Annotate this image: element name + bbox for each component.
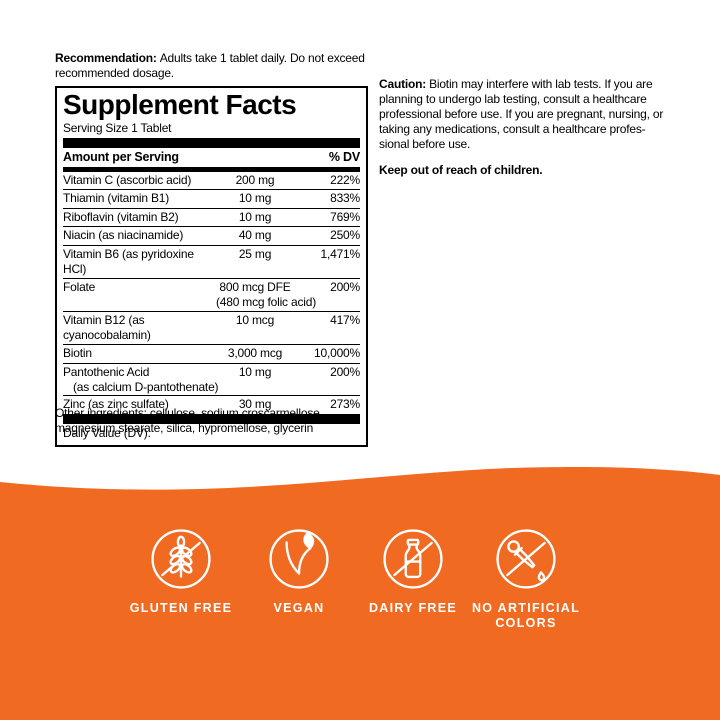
nutrient-daily-value: 833% [330,191,360,206]
nutrient-amount: 40 mg [238,228,272,243]
nutrient-name: Thiamin (vitamin B1) [63,191,170,206]
badge-label: DAIRY FREE [368,601,457,615]
nutrient-name-note: (as calcium D-pantothenate) [73,379,219,394]
badge-label: NO ARTIFICIAL COLORS [471,601,581,630]
table-row: Folate 800 mcg DFE 200% (480 mcg folic a… [63,279,360,312]
supplement-facts-title: Supplement Facts [63,89,297,120]
nutrient-name: Zinc (as zinc sulfate) [63,397,169,412]
nutrient-amount: 800 mcg DFE [219,280,291,295]
table-row: Vitamin B12 (as cyanocobalamin) 10 mcg 4… [63,312,360,346]
divider-thick-bar [63,137,360,148]
nutrient-daily-value: 200% [330,280,360,295]
nutrient-amount: 10 mcg [235,312,275,327]
supplement-facts-panel: Supplement Facts Serving Size 1 Tablet A… [55,86,368,448]
table-column-headers: Amount per Serving % DV [63,148,360,167]
nutrient-name: Niacin (as niacinamide) [63,228,184,243]
nutrient-daily-value: 222% [330,172,360,187]
dairy-free-icon [383,529,443,589]
nutrient-daily-value: 1,471% [320,246,361,261]
nutrient-daily-value: 769% [330,209,360,224]
gluten-free-icon [151,529,211,589]
nutrient-amount: 10 mg [238,364,272,379]
badge-dairy-free: DAIRY FREE [351,528,475,616]
nutrient-daily-value: 200% [330,364,360,379]
nutrient-table: Vitamin C (ascorbic acid) 200 mg 222% Th… [63,172,360,414]
badge-gluten-free: GLUTEN FREE [119,528,243,616]
nutrient-name: Vitamin B12 (as cyanocobalamin) [63,312,151,342]
nutrient-amount: 200 mg [235,172,275,187]
nutrient-amount: 3,000 mcg [227,346,283,361]
recommendation-line-2: recommended dosage. [55,66,174,80]
recommendation-text: Recommendation: Adults take 1 tablet dail… [55,51,385,81]
table-row: Zinc (as zinc sulfate) 30 mg 273% [63,396,360,414]
nutrient-amount: 10 mg [238,191,272,206]
table-row: Biotin 3,000 mcg 10,000% [63,345,360,364]
caution-label: Caution: [379,77,427,91]
badge-label: GLUTEN FREE [129,601,233,615]
caution-line-1: Caution: Biotin may interfere with lab te… [379,77,653,91]
divider-medium-bar [63,166,360,172]
daily-value-footnote: Daily Value (DV). [63,426,151,441]
nutrient-name: Biotin [63,346,92,361]
badge-no-artificial-colors: NO ARTIFICIAL COLORS [464,528,588,631]
column-header-dv: % DV [328,149,360,164]
nutrient-daily-value: 10,000% [314,346,360,361]
badge-label: VEGAN [273,601,325,615]
other-ingredients: Other ingredients: cellulose, sodium cro… [55,406,323,435]
table-row: Vitamin C (ascorbic acid) 200 mg 222% [63,172,360,191]
nutrient-amount: 25 mg [238,246,272,261]
nutrient-name: Vitamin C (ascorbic acid) [63,172,192,187]
nutrient-amount-note: (480 mcg folic acid) [215,295,316,310]
divider-thick-bar-bottom [63,413,360,424]
nutrient-name: Pantothenic Acid [63,364,150,379]
nutrient-name: Folate [63,280,96,295]
nutrient-daily-value: 250% [330,228,360,243]
table-row: Thiamin (vitamin B1) 10 mg 833% [63,190,360,209]
serving-size: Serving Size 1 Tablet [63,120,172,135]
column-header-amount: Amount per Serving [63,149,179,164]
nutrient-name: Riboflavin (vitamin B2) [63,209,179,224]
keep-out-of-reach-text: Keep out of reach of children. [379,163,543,177]
vegan-icon [269,529,329,589]
badge-vegan: VEGAN [237,528,361,616]
caution-text: Caution: Biotin may interfere with lab te… [379,77,697,178]
table-row: Riboflavin (vitamin B2) 10 mg 769% [63,209,360,228]
table-row: Vitamin B6 (as pyridoxine HCl) 25 mg 1,4… [63,246,360,280]
no-artificial-colors-icon [496,529,556,589]
nutrient-daily-value: 417% [330,312,360,327]
nutrient-name: Vitamin B6 (as pyridoxine HCl) [63,246,194,276]
nutrient-amount: 10 mg [238,209,272,224]
nutrient-daily-value: 273% [330,397,360,412]
nutrient-amount: 30 mg [238,397,272,412]
table-row: Niacin (as niacinamide) 40 mg 250% [63,227,360,246]
table-row: Pantothenic Acid 10 mg 200% (as calcium … [63,364,360,397]
recommendation-label: Recommendation: [55,51,157,65]
recommendation-line-1: Recommendation: Adults take 1 tablet dail… [55,51,365,65]
